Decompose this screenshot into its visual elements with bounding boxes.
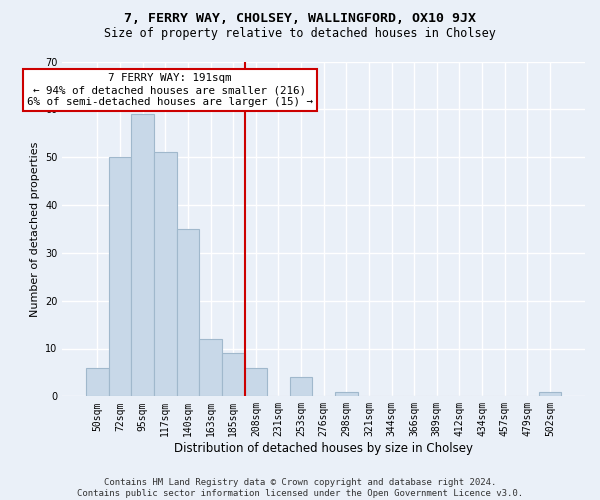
Bar [290,377,313,396]
Text: 7 FERRY WAY: 191sqm
← 94% of detached houses are smaller (216)
6% of semi-detach: 7 FERRY WAY: 191sqm ← 94% of detached ho… [27,74,313,106]
Bar [539,392,561,396]
Bar [131,114,154,397]
Bar [176,229,199,396]
Text: Size of property relative to detached houses in Cholsey: Size of property relative to detached ho… [104,28,496,40]
Y-axis label: Number of detached properties: Number of detached properties [29,141,40,316]
Text: 7, FERRY WAY, CHOLSEY, WALLINGFORD, OX10 9JX: 7, FERRY WAY, CHOLSEY, WALLINGFORD, OX10… [124,12,476,26]
Bar [335,392,358,396]
Bar [245,368,267,396]
Bar [154,152,176,396]
Bar [109,157,131,396]
Bar [199,339,222,396]
X-axis label: Distribution of detached houses by size in Cholsey: Distribution of detached houses by size … [174,442,473,455]
Bar [86,368,109,396]
Bar [222,354,245,397]
Text: Contains HM Land Registry data © Crown copyright and database right 2024.
Contai: Contains HM Land Registry data © Crown c… [77,478,523,498]
